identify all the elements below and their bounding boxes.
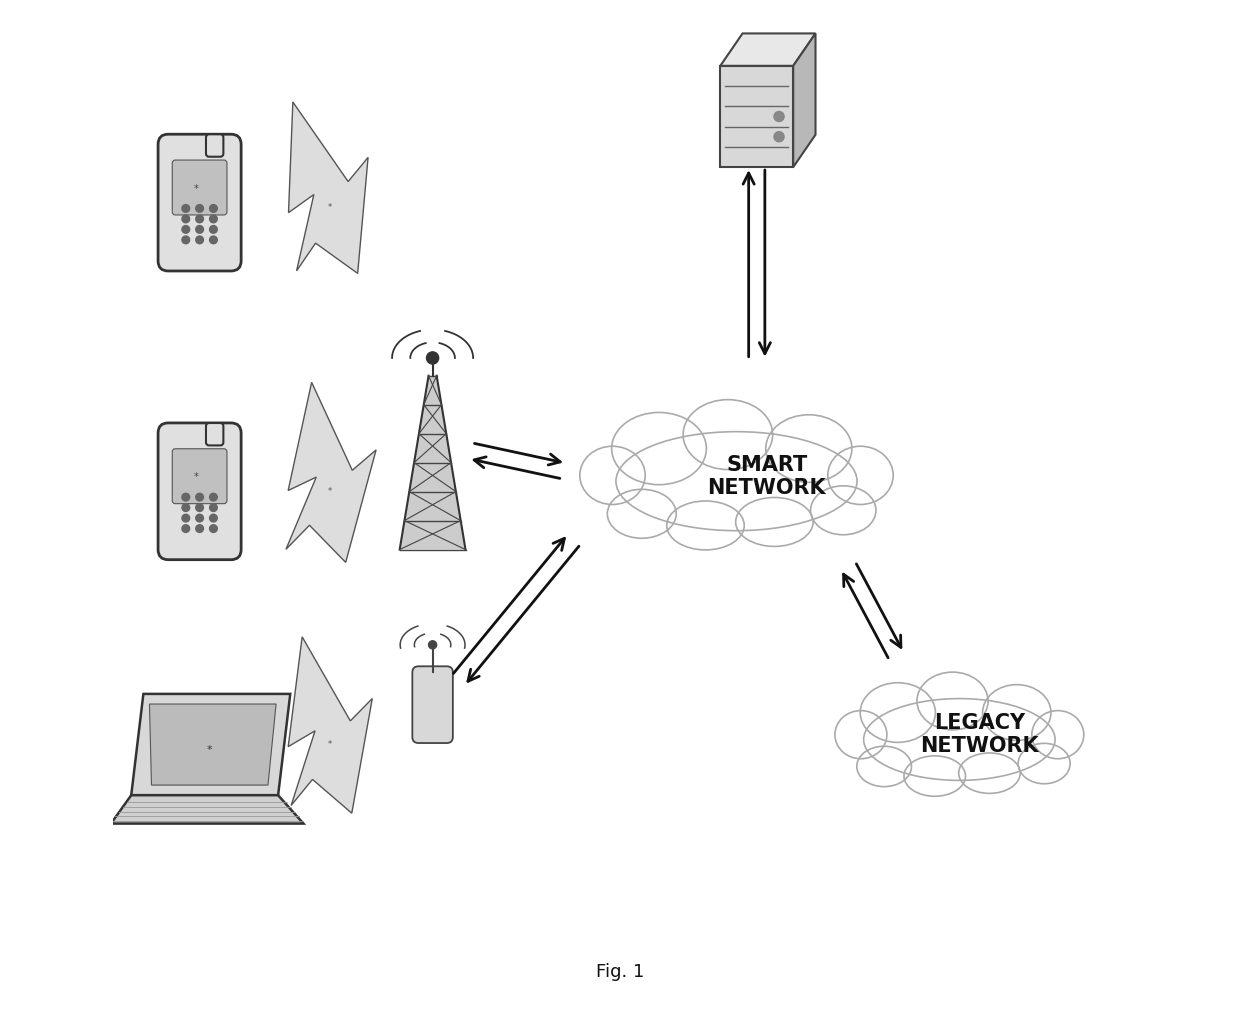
Circle shape: [210, 515, 217, 522]
Circle shape: [210, 205, 217, 213]
Circle shape: [196, 226, 203, 233]
Circle shape: [182, 226, 190, 233]
Circle shape: [774, 111, 784, 122]
Circle shape: [210, 493, 217, 501]
Polygon shape: [720, 66, 794, 167]
Circle shape: [182, 215, 190, 223]
Ellipse shape: [611, 412, 707, 484]
Text: SMART
NETWORK: SMART NETWORK: [708, 455, 826, 497]
Polygon shape: [286, 382, 376, 562]
Polygon shape: [794, 33, 816, 167]
Ellipse shape: [616, 432, 857, 531]
Polygon shape: [720, 33, 816, 66]
Text: Fig. 1: Fig. 1: [595, 963, 645, 982]
Circle shape: [182, 493, 190, 501]
Ellipse shape: [959, 753, 1021, 793]
Circle shape: [196, 493, 203, 501]
Ellipse shape: [835, 711, 887, 759]
Circle shape: [210, 503, 217, 512]
Ellipse shape: [766, 414, 852, 482]
FancyBboxPatch shape: [157, 423, 241, 559]
Polygon shape: [150, 704, 277, 785]
Circle shape: [196, 236, 203, 244]
Text: *: *: [329, 741, 332, 749]
Circle shape: [182, 205, 190, 213]
Circle shape: [210, 215, 217, 223]
Ellipse shape: [683, 399, 773, 469]
Ellipse shape: [863, 699, 1055, 780]
Ellipse shape: [1032, 711, 1084, 759]
Ellipse shape: [608, 489, 676, 538]
Text: *: *: [195, 472, 198, 482]
Polygon shape: [399, 376, 465, 549]
FancyBboxPatch shape: [172, 449, 227, 503]
Circle shape: [210, 236, 217, 244]
FancyBboxPatch shape: [206, 423, 223, 446]
Circle shape: [196, 525, 203, 533]
Circle shape: [196, 503, 203, 512]
Ellipse shape: [735, 497, 813, 546]
Circle shape: [427, 352, 439, 364]
Polygon shape: [289, 102, 368, 274]
Circle shape: [196, 205, 203, 213]
Text: *: *: [195, 183, 198, 193]
FancyBboxPatch shape: [206, 135, 223, 157]
Ellipse shape: [811, 486, 875, 535]
Circle shape: [210, 525, 217, 533]
Ellipse shape: [982, 685, 1052, 741]
Ellipse shape: [904, 756, 966, 796]
Text: *: *: [329, 204, 332, 212]
Polygon shape: [110, 795, 304, 824]
FancyBboxPatch shape: [172, 160, 227, 215]
Ellipse shape: [857, 747, 911, 787]
Circle shape: [774, 132, 784, 142]
Polygon shape: [288, 637, 372, 813]
Ellipse shape: [828, 446, 893, 504]
Circle shape: [182, 525, 190, 533]
Circle shape: [210, 226, 217, 233]
Ellipse shape: [861, 683, 935, 743]
Circle shape: [196, 215, 203, 223]
Circle shape: [182, 503, 190, 512]
Text: *: *: [207, 745, 212, 755]
Ellipse shape: [1018, 744, 1070, 784]
Circle shape: [196, 515, 203, 522]
Circle shape: [182, 236, 190, 244]
Circle shape: [429, 641, 436, 649]
Ellipse shape: [667, 501, 744, 550]
FancyBboxPatch shape: [157, 134, 241, 270]
FancyBboxPatch shape: [413, 667, 453, 744]
Text: *: *: [329, 487, 332, 495]
Text: LEGACY
NETWORK: LEGACY NETWORK: [920, 713, 1039, 756]
Circle shape: [182, 515, 190, 522]
Ellipse shape: [580, 446, 645, 504]
Polygon shape: [131, 694, 290, 795]
Ellipse shape: [916, 673, 988, 729]
